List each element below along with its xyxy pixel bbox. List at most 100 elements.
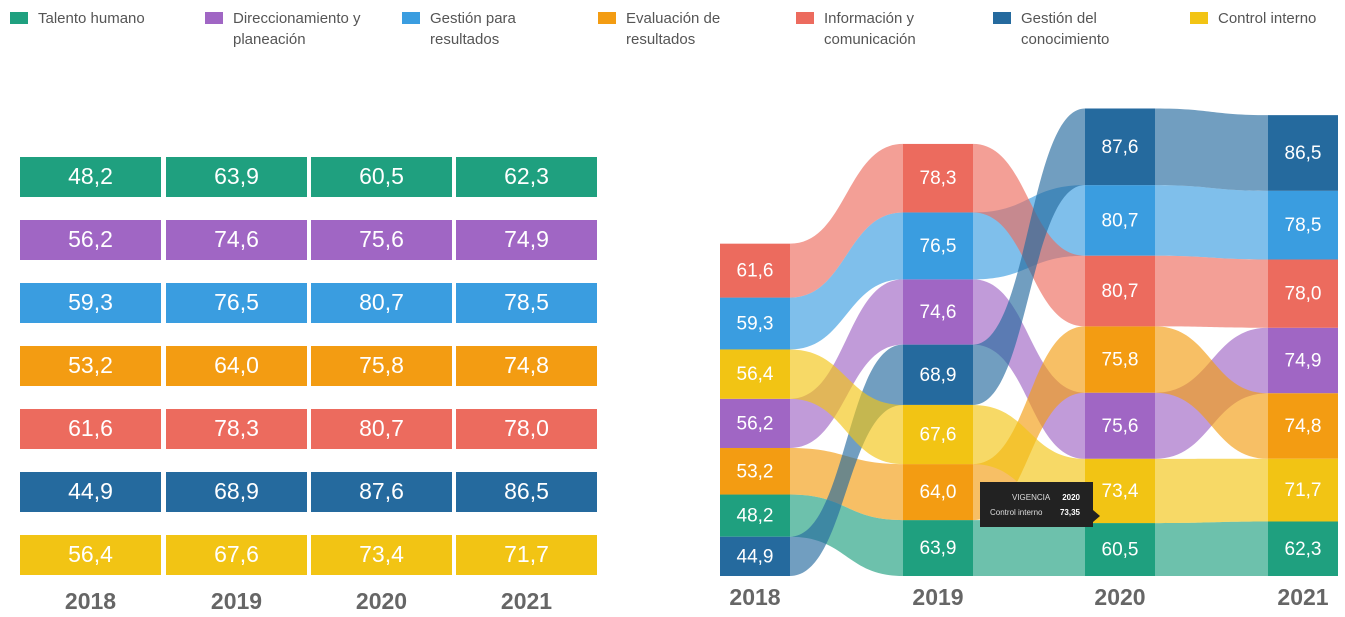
- cell-value: 60,5: [359, 163, 404, 189]
- ribbon: [973, 326, 1085, 521]
- cell-value: 53,2: [68, 352, 113, 378]
- ribbons: [790, 108, 1268, 576]
- block-value: 59,3: [737, 314, 774, 335]
- cell: [166, 157, 307, 197]
- cell: [311, 220, 452, 260]
- block: [1085, 185, 1155, 256]
- cell: [311, 283, 452, 323]
- legend-swatch: [1190, 12, 1208, 24]
- legend-item: Gestión para resultados: [402, 8, 580, 50]
- cell-value: 73,4: [359, 541, 404, 567]
- cell: [166, 535, 307, 575]
- legend-item: Evaluación de resultados: [598, 8, 776, 50]
- block-value: 60,5: [1102, 540, 1139, 561]
- cell: [456, 283, 597, 323]
- block: [1268, 115, 1338, 191]
- block-value: 75,8: [1102, 350, 1139, 371]
- cell: [20, 409, 161, 449]
- cell-value: 87,6: [359, 478, 404, 504]
- cell-value: 78,5: [504, 289, 549, 315]
- cell: [20, 535, 161, 575]
- block: [720, 494, 790, 537]
- ribbon: [790, 143, 903, 298]
- legend-swatch: [993, 12, 1011, 24]
- block-value: 62,3: [1285, 539, 1322, 560]
- legend-label: Direccionamiento y planeación: [233, 10, 361, 48]
- cell: [456, 535, 597, 575]
- cell: [20, 157, 161, 197]
- cell-value: 74,6: [214, 226, 259, 252]
- block: [720, 349, 790, 399]
- legend-swatch: [402, 12, 420, 24]
- legend-swatch: [796, 12, 814, 24]
- tooltip-series: Control interno: [990, 508, 1043, 517]
- cell: [311, 535, 452, 575]
- block: [903, 404, 973, 465]
- ribbon: [790, 349, 903, 465]
- year-label: 2019: [912, 584, 963, 610]
- cell: [20, 220, 161, 260]
- cell: [456, 220, 597, 260]
- block-value: 63,9: [920, 538, 957, 559]
- block-value: 78,0: [1285, 284, 1322, 305]
- cell-value: 75,8: [359, 352, 404, 378]
- cell-value: 62,3: [504, 163, 549, 189]
- cell-value: 56,4: [68, 541, 113, 567]
- year-label: 2020: [1094, 584, 1145, 610]
- ribbon: [973, 520, 1085, 576]
- block-value: 64,0: [920, 482, 957, 503]
- block: [720, 398, 790, 448]
- cell: [166, 409, 307, 449]
- cell: [166, 220, 307, 260]
- block-value: 56,4: [737, 364, 774, 385]
- cell-value: 56,2: [68, 226, 113, 252]
- year-label: 2018: [65, 588, 116, 614]
- block: [903, 464, 973, 521]
- block: [1268, 190, 1338, 260]
- cell-value: 67,6: [214, 541, 259, 567]
- block-value: 78,5: [1285, 215, 1322, 236]
- block: [720, 243, 790, 298]
- block: [1268, 458, 1338, 522]
- ribbon: [790, 494, 903, 576]
- ribbon: [1155, 108, 1268, 191]
- tooltip-value: 73,35: [1060, 508, 1081, 517]
- legend-item: Direccionamiento y planeación: [205, 8, 383, 50]
- block: [1268, 259, 1338, 328]
- block: [903, 520, 973, 576]
- cell-value: 44,9: [68, 478, 113, 504]
- tooltip: VIGENCIA 2020 Control interno 73,35: [980, 482, 1100, 527]
- block-value: 74,8: [1285, 416, 1322, 437]
- block: [1085, 255, 1155, 327]
- year-label: 2021: [501, 588, 552, 614]
- legend-label: Gestión del conocimiento: [1021, 10, 1110, 48]
- tooltip-pointer: [1093, 510, 1100, 522]
- block-value: 78,3: [920, 168, 957, 189]
- block-value: 44,9: [737, 546, 774, 567]
- block: [720, 297, 790, 350]
- cell: [311, 472, 452, 512]
- block-value: 80,7: [1102, 210, 1139, 231]
- block: [1268, 521, 1338, 576]
- cell: [166, 283, 307, 323]
- tooltip-label: VIGENCIA: [1012, 493, 1051, 502]
- block-value: 75,6: [1102, 416, 1139, 437]
- block: [1268, 327, 1338, 394]
- legend-label: Control interno: [1218, 10, 1317, 27]
- year-label: 2021: [1277, 584, 1328, 610]
- cell: [166, 346, 307, 386]
- cell-value: 75,6: [359, 226, 404, 252]
- cell-value: 48,2: [68, 163, 113, 189]
- year-label: 2019: [211, 588, 262, 614]
- block: [1085, 108, 1155, 186]
- block: [1085, 326, 1155, 393]
- block: [1085, 392, 1155, 459]
- cell-value: 64,0: [214, 352, 259, 378]
- legend-item: Control interno: [1190, 8, 1345, 29]
- block-value: 48,2: [737, 506, 774, 527]
- legend-label: Evaluación de resultados: [626, 10, 721, 48]
- legend-item: Información y comunicación: [796, 8, 974, 50]
- tooltip-category: 2020: [1062, 493, 1080, 502]
